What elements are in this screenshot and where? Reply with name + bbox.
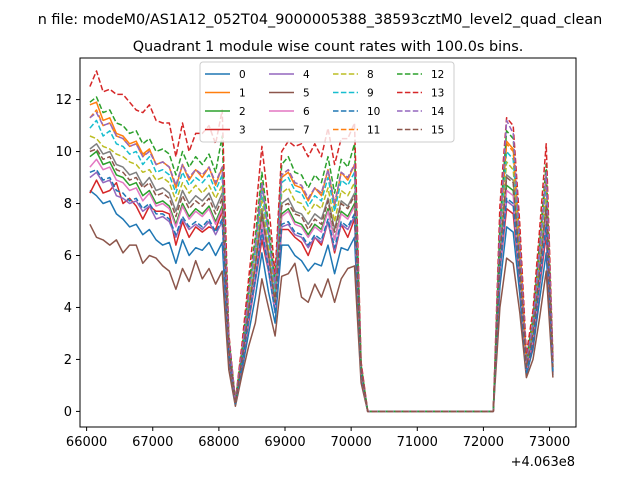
legend-label-9: 9 <box>367 88 374 100</box>
legend-label-5: 5 <box>303 88 310 100</box>
legend-label-11: 11 <box>367 125 380 137</box>
y-tick-label: 2 <box>64 353 72 368</box>
chart-title: Quadrant 1 module wise count rates with … <box>133 39 524 55</box>
legend-label-3: 3 <box>239 125 246 137</box>
y-tick-label: 4 <box>64 301 72 316</box>
y-tick-label: 8 <box>64 197 72 212</box>
y-tick-label: 10 <box>55 145 72 160</box>
legend-label-12: 12 <box>431 69 444 81</box>
legend-box <box>199 61 455 143</box>
x-offset-label: +4.063e8 <box>511 455 575 470</box>
legend-label-1: 1 <box>239 88 246 100</box>
y-tick-label: 6 <box>64 249 72 264</box>
x-tick-label: 70000 <box>330 435 371 450</box>
legend-label-4: 4 <box>303 69 310 81</box>
axes-frame <box>79 57 577 428</box>
legend-label-6: 6 <box>303 106 310 118</box>
y-tick-label: 0 <box>64 405 72 420</box>
legend-label-15: 15 <box>431 125 444 137</box>
legend-label-13: 13 <box>431 88 444 100</box>
legend-label-2: 2 <box>239 106 246 118</box>
x-tick-label: 73000 <box>529 435 570 450</box>
x-tick-label: 71000 <box>397 435 438 450</box>
x-tick-label: 69000 <box>264 435 305 450</box>
y-axis: 0 2 4 6 8 10 12 <box>55 93 80 420</box>
x-tick-label: 68000 <box>198 435 239 450</box>
x-tick-label: 66000 <box>66 435 107 450</box>
x-axis: 66000 67000 68000 69000 70000 71000 72000 73000 <box>66 427 570 450</box>
series-line-9 <box>89 119 554 413</box>
series-line-15 <box>89 148 554 413</box>
legend-label-7: 7 <box>303 125 310 137</box>
figure-suptitle: n file: modeM0/AS1A12_052T04_9000005388_… <box>38 12 603 28</box>
series-layer <box>89 70 554 413</box>
legend-label-0: 0 <box>239 69 246 81</box>
plot-area <box>79 57 577 428</box>
legend-label-8: 8 <box>367 69 374 81</box>
legend-label-14: 14 <box>431 106 445 118</box>
x-tick-label: 72000 <box>463 435 504 450</box>
x-tick-label: 67000 <box>132 435 173 450</box>
legend-label-10: 10 <box>367 106 380 118</box>
y-tick-label: 12 <box>55 93 72 108</box>
